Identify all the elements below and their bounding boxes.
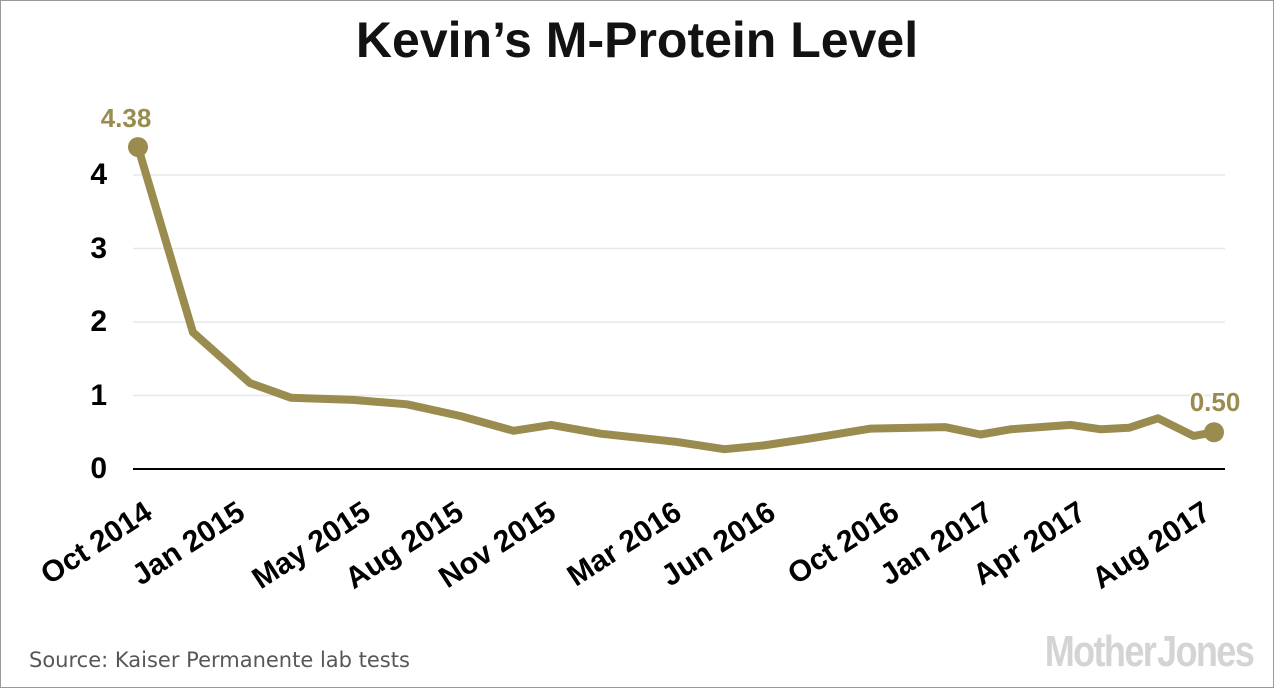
last-point-value-label: 0.50 <box>1189 387 1241 417</box>
y-tick-label: 2 <box>90 305 107 338</box>
mprotein-line <box>134 143 1218 454</box>
last-data-point-marker <box>1204 422 1224 443</box>
y-tick-label: 3 <box>90 231 107 265</box>
y-tick-label: 4 <box>90 158 107 191</box>
y-tick-label: 0 <box>90 452 107 485</box>
y-tick-label: 1 <box>90 378 107 412</box>
mother-jones-logo: Mother Jones <box>1044 627 1255 676</box>
chart-title: Kevin’s M-Protein Level <box>355 12 919 68</box>
source-note: Source: Kaiser Permanente lab tests <box>29 648 410 672</box>
first-point-value-label: 4.38 <box>100 103 152 133</box>
first-data-point-marker <box>128 137 148 158</box>
